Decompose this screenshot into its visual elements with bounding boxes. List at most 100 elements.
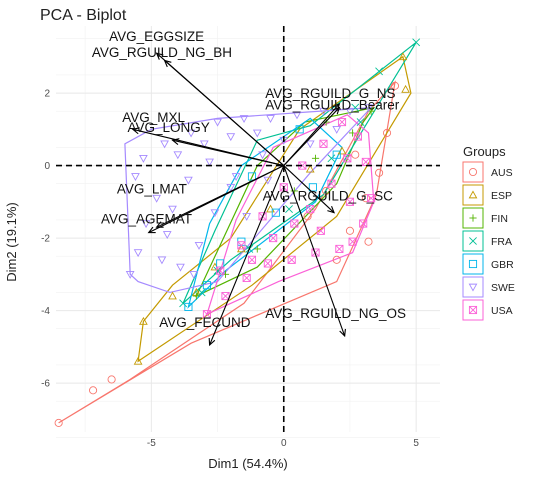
point-usa [306, 205, 315, 214]
y-axis-ticks: -6 -4 -2 0 2 [41, 89, 50, 390]
point-swe [194, 241, 204, 250]
point-usa [327, 179, 336, 188]
point-gbr [202, 281, 212, 290]
arrowhead-avg-rguild-ng-os [339, 328, 346, 338]
legend-label-aus: AUS [491, 167, 513, 179]
y-tick-label: 2 [44, 89, 50, 100]
point-esp [398, 52, 408, 61]
point-swe [258, 151, 267, 160]
y-tick-label: -4 [41, 306, 50, 317]
legend-label-usa: USA [491, 305, 513, 317]
variable-label-avg-rguild-g-sc: AVG_RGUILD_G_SC [263, 189, 394, 204]
legend-label-fra: FRA [491, 236, 512, 248]
point-swe [266, 115, 275, 123]
point-gbr [271, 208, 280, 217]
variable-label-avg-fecund: AVG_FECUND [159, 315, 251, 330]
point-gbr [247, 172, 257, 181]
point-swe [131, 173, 140, 181]
point-fra [327, 154, 336, 163]
point-usa [247, 255, 257, 264]
arrow-avg-fecund [209, 165, 285, 346]
point-swe [252, 129, 262, 138]
point-swe [239, 115, 249, 123]
arrowhead-avg-agemat [147, 226, 156, 234]
point-swe [210, 209, 220, 218]
point-aus [332, 255, 341, 264]
point-fra [213, 266, 222, 275]
arrowhead-avg-eggsize [155, 52, 164, 60]
point-aus [364, 237, 373, 246]
point-aus [351, 150, 360, 159]
legend-symbol-fra [469, 237, 477, 245]
legend-symbol-usa [468, 305, 478, 315]
point-aus [322, 186, 331, 195]
point-aus [375, 168, 384, 177]
grid [56, 26, 440, 438]
hull-swe [124, 106, 373, 294]
point-usa [311, 248, 320, 257]
arrowhead-avg-rguild-ng-bh [163, 59, 172, 68]
variable-label-avg-rguild-ng-os: AVG_RGUILD_NG_OS [265, 306, 406, 321]
point-esp [305, 164, 315, 173]
point-swe [125, 270, 135, 279]
y-axis-title: Dim2 (19.1%) [4, 202, 19, 281]
point-swe [199, 140, 209, 149]
point-esp [168, 291, 177, 300]
reference-lines [56, 26, 440, 432]
legend-symbol-fin [469, 214, 477, 222]
point-swe [184, 176, 193, 185]
point-swe [345, 107, 355, 116]
hull-usa [206, 114, 375, 316]
point-esp [401, 84, 410, 93]
variable-label-avg-lmat: AVG_LMAT [117, 181, 187, 196]
point-swe [133, 249, 143, 258]
group-hulls [58, 41, 417, 424]
arrowhead-avg-lmat [155, 221, 164, 228]
hull-fin [195, 106, 376, 298]
point-aus [382, 128, 392, 137]
hull-fra [182, 41, 417, 304]
point-fin [253, 245, 261, 253]
point-swe [162, 231, 172, 239]
point-fin [311, 154, 320, 162]
legend-title: Groups [463, 144, 506, 159]
point-usa [361, 157, 370, 166]
legend-key-esp [462, 184, 484, 206]
point-fin [290, 187, 298, 195]
point-swe [141, 220, 151, 229]
arrowhead-avg-rguild-g-sc [327, 205, 335, 214]
point-usa [263, 259, 272, 268]
legend-label-gbr: GBR [491, 259, 514, 271]
arrowhead-avg-rguild-bearer [332, 102, 341, 111]
point-swe [332, 125, 342, 134]
point-swe [157, 256, 167, 265]
point-swe [213, 118, 222, 127]
point-swe [305, 140, 315, 149]
point-aus [54, 418, 63, 427]
legend-label-swe: SWE [491, 282, 515, 294]
variable-label-avg-eggsize: AVG_EGGSIZE [109, 29, 204, 44]
point-usa [345, 197, 355, 206]
point-usa [337, 118, 347, 127]
point-fra [285, 205, 293, 213]
point-gbr [308, 183, 317, 192]
point-swe [139, 154, 148, 163]
legend-symbol-gbr [468, 259, 478, 269]
legend-symbol-swe [468, 283, 478, 292]
x-tick-label: 0 [281, 438, 287, 449]
y-tick-label: -6 [41, 379, 50, 390]
variable-label-avg-agemat: AVG_AGEMAT [101, 212, 192, 227]
point-usa [221, 292, 230, 301]
point-fin [192, 292, 200, 300]
point-esp [133, 356, 143, 365]
point-swe [231, 173, 241, 181]
point-gbr [332, 150, 341, 159]
variable-label-avg-rguild-bearer: AVG_RGUILD_Bearer [265, 97, 400, 112]
point-usa [359, 219, 368, 228]
legend-symbol-esp [468, 190, 478, 199]
point-aus [345, 226, 355, 235]
point-swe [242, 212, 252, 221]
arrow-avg-longy [172, 139, 284, 167]
